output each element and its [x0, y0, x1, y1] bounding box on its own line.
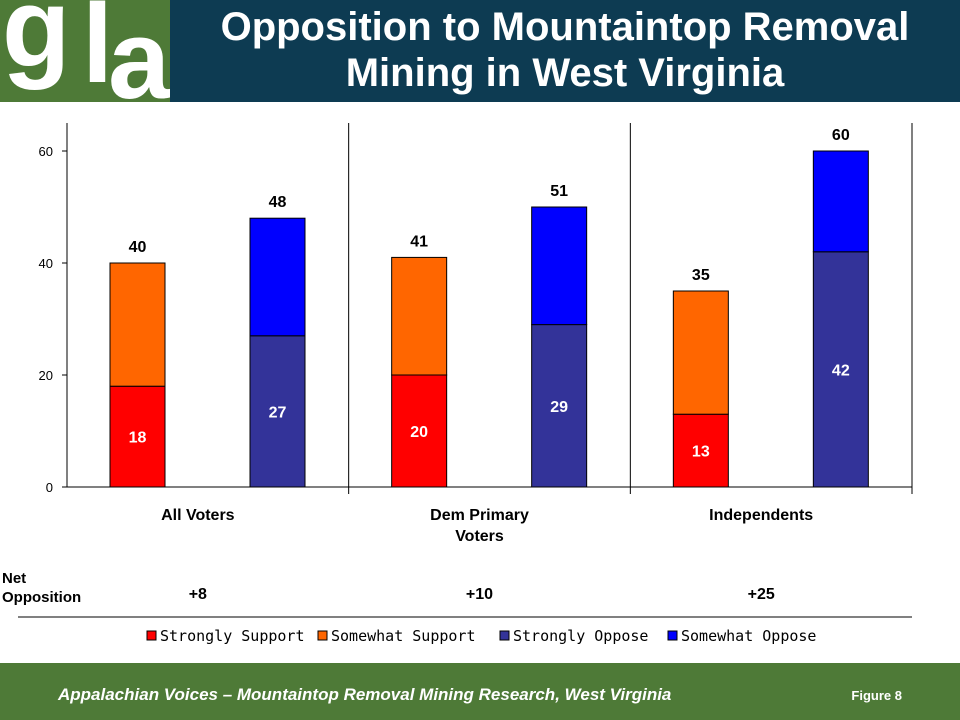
- category-label: Voters: [455, 528, 504, 545]
- category-label: All Voters: [161, 507, 235, 524]
- bar-strongly-oppose: [812, 251, 869, 488]
- page-title: Opposition to Mountaintop Removal Mining…: [170, 4, 960, 96]
- legend-label: Strongly Oppose: [513, 627, 648, 645]
- legend-label: Somewhat Support: [331, 627, 476, 645]
- net-opposition-value: +8: [189, 586, 207, 603]
- title-line-1: Opposition to Mountaintop Removal: [220, 5, 910, 49]
- bar-somewhat-support: [672, 290, 729, 415]
- bar-strongly-support: [109, 385, 166, 488]
- bar-somewhat-oppose: [531, 206, 588, 326]
- legend-label: Somewhat Oppose: [681, 627, 816, 645]
- stacked-bar-chart: 0 20 40 60 18 40 27 48 All Voters +8 20 41 29 51 Dem P…: [2, 123, 913, 645]
- data-label-support-total: 35: [692, 267, 710, 284]
- net-opposition-label-line2: Opposition: [2, 589, 81, 606]
- legend-swatch: [317, 630, 328, 641]
- footer-bar: Appalachian Voices – Mountaintop Removal…: [0, 663, 960, 720]
- legend-label: Strongly Support: [160, 627, 305, 645]
- figure-label: Figure 8: [851, 688, 902, 703]
- bar-somewhat-oppose: [812, 150, 869, 253]
- data-label-oppose-total: 48: [269, 194, 287, 211]
- data-label-support-total: 41: [410, 233, 428, 250]
- bar-somewhat-oppose: [249, 217, 306, 337]
- y-tick-label: 0: [46, 480, 53, 495]
- data-label-strongly-oppose: 29: [550, 399, 568, 416]
- data-label-oppose-total: 51: [550, 183, 568, 200]
- category-label: Independents: [709, 507, 813, 524]
- logo-letter-a: a: [108, 0, 170, 103]
- legend-swatch: [499, 630, 510, 641]
- data-label-oppose-total: 60: [832, 127, 850, 144]
- y-tick-label: 60: [39, 144, 53, 159]
- legend-swatch: [146, 630, 157, 641]
- legend-swatch: [667, 630, 678, 641]
- data-label-strongly-support: 20: [410, 424, 428, 441]
- title-line-2: Mining in West Virginia: [345, 51, 785, 95]
- y-tick-label: 20: [39, 368, 53, 383]
- category-label: Dem Primary: [430, 507, 529, 524]
- header-banner: g l a Opposition to Mountaintop Removal …: [0, 0, 960, 102]
- data-label-strongly-support: 13: [692, 444, 710, 461]
- bar-somewhat-support: [391, 256, 448, 376]
- footer-text: Appalachian Voices – Mountaintop Removal…: [58, 685, 672, 704]
- bar-strongly-support: [672, 413, 729, 488]
- logo-letter-g: g: [2, 0, 71, 90]
- bar-somewhat-support: [109, 262, 166, 387]
- data-label-strongly-support: 18: [129, 430, 147, 447]
- data-label-support-total: 40: [129, 239, 147, 256]
- net-opposition-value: +25: [748, 586, 775, 603]
- logo-letter-l: l: [82, 0, 114, 102]
- net-opposition-label-line1: Net: [2, 570, 26, 587]
- data-label-strongly-oppose: 42: [832, 362, 850, 379]
- data-label-strongly-oppose: 27: [269, 404, 287, 421]
- y-tick-label: 40: [39, 256, 53, 271]
- net-opposition-value: +10: [466, 586, 493, 603]
- gla-logo: g l a: [0, 0, 170, 102]
